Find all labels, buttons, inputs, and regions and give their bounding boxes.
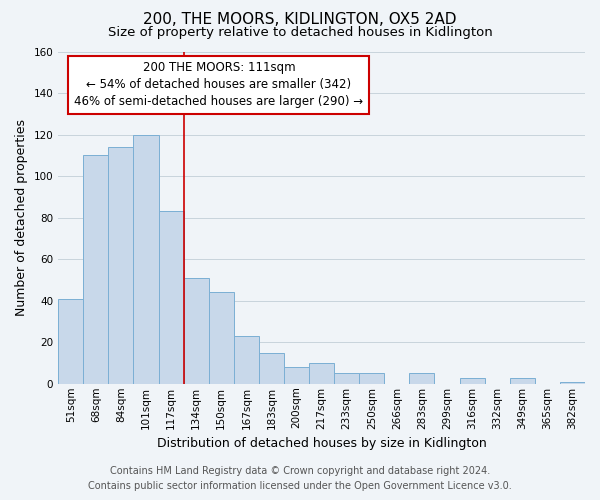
Bar <box>209 292 234 384</box>
Bar <box>510 378 535 384</box>
Bar <box>359 374 385 384</box>
Bar <box>109 147 133 384</box>
Bar <box>133 134 158 384</box>
Bar <box>234 336 259 384</box>
Text: Contains HM Land Registry data © Crown copyright and database right 2024.
Contai: Contains HM Land Registry data © Crown c… <box>88 466 512 491</box>
Bar <box>83 156 109 384</box>
X-axis label: Distribution of detached houses by size in Kidlington: Distribution of detached houses by size … <box>157 437 487 450</box>
Bar <box>460 378 485 384</box>
Bar <box>158 212 184 384</box>
Bar <box>309 363 334 384</box>
Text: Size of property relative to detached houses in Kidlington: Size of property relative to detached ho… <box>107 26 493 39</box>
Bar <box>259 352 284 384</box>
Bar <box>560 382 585 384</box>
Y-axis label: Number of detached properties: Number of detached properties <box>15 119 28 316</box>
Bar <box>409 374 434 384</box>
Text: 200, THE MOORS, KIDLINGTON, OX5 2AD: 200, THE MOORS, KIDLINGTON, OX5 2AD <box>143 12 457 28</box>
Bar <box>284 367 309 384</box>
Text: 200 THE MOORS: 111sqm
← 54% of detached houses are smaller (342)
46% of semi-det: 200 THE MOORS: 111sqm ← 54% of detached … <box>74 62 364 108</box>
Bar <box>58 298 83 384</box>
Bar <box>184 278 209 384</box>
Bar <box>334 374 359 384</box>
